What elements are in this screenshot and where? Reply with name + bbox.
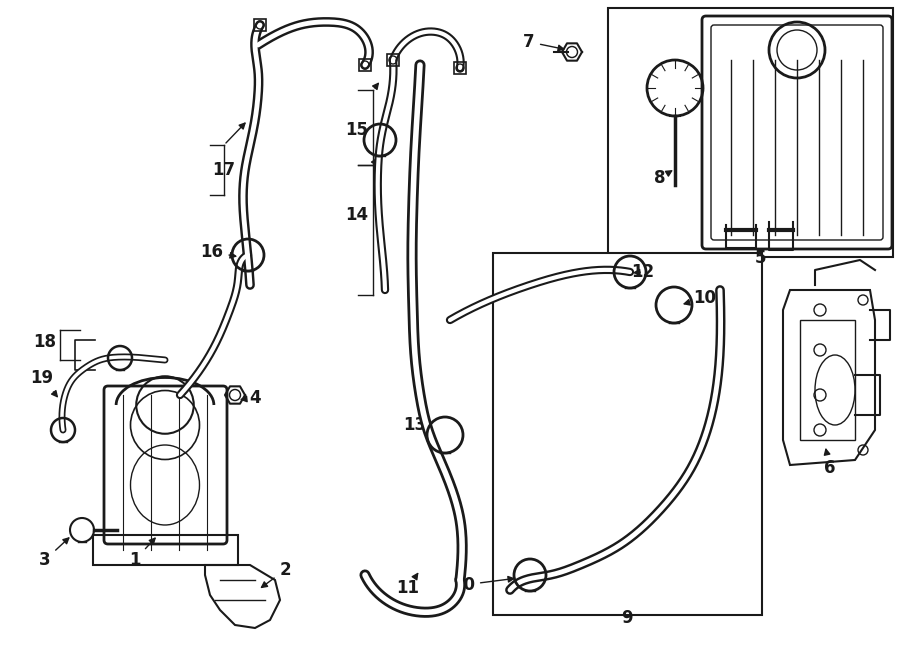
- Bar: [387, 54, 399, 66]
- Text: 6: 6: [824, 449, 836, 477]
- Bar: [93, 535, 238, 565]
- Text: 18: 18: [33, 333, 57, 351]
- Text: 15: 15: [346, 121, 368, 139]
- Bar: [608, 8, 893, 257]
- Text: 10: 10: [684, 289, 716, 307]
- Text: 17: 17: [212, 161, 236, 179]
- Bar: [800, 320, 855, 440]
- Text: 1: 1: [130, 538, 155, 569]
- Text: 2: 2: [262, 561, 291, 588]
- Text: 9: 9: [621, 609, 633, 627]
- Text: 11: 11: [397, 573, 419, 597]
- Text: 10: 10: [452, 576, 514, 594]
- Text: 5: 5: [754, 249, 766, 267]
- Text: 8: 8: [654, 169, 671, 187]
- Text: 7: 7: [524, 33, 563, 51]
- Text: 13: 13: [403, 416, 433, 434]
- Bar: [493, 253, 762, 615]
- Text: 4: 4: [241, 389, 261, 407]
- Bar: [254, 19, 266, 31]
- Text: 12: 12: [632, 263, 654, 281]
- Text: 16: 16: [201, 243, 236, 261]
- Text: 3: 3: [40, 538, 68, 569]
- Bar: [359, 59, 371, 71]
- Text: 19: 19: [31, 369, 58, 397]
- Text: 14: 14: [346, 206, 369, 224]
- Bar: [454, 62, 466, 74]
